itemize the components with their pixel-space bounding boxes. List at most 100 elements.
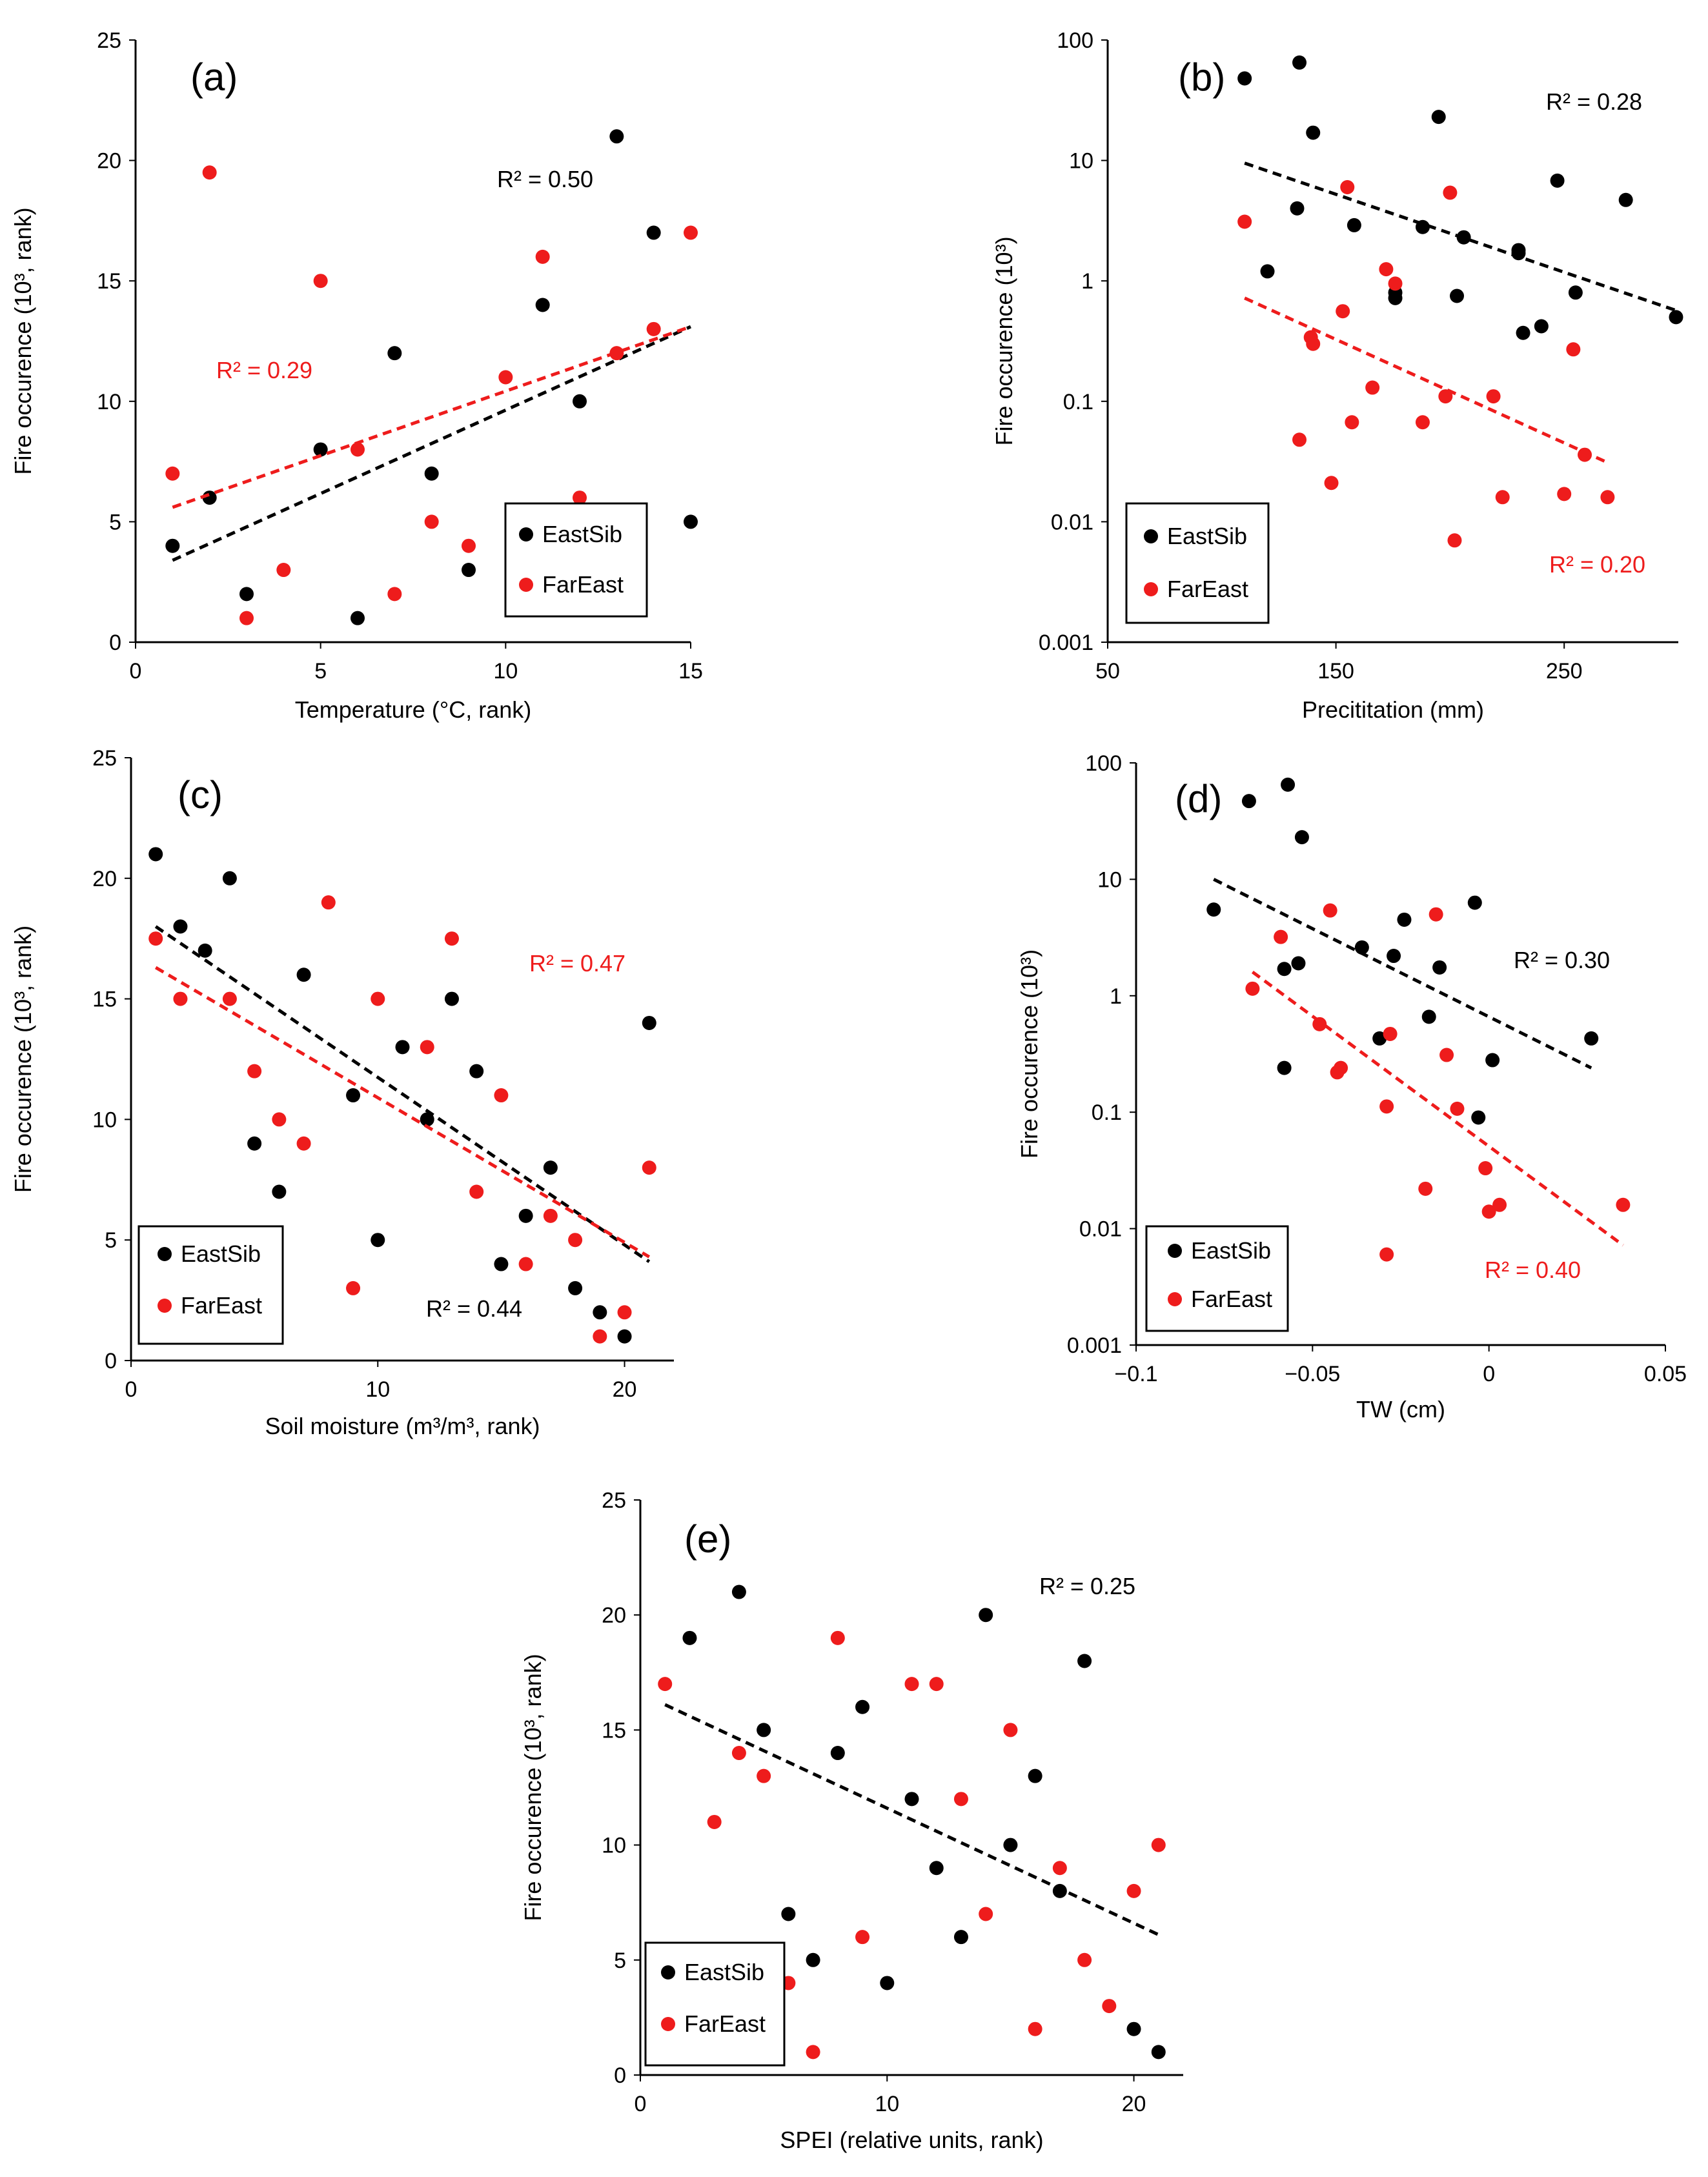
legend-box bbox=[644, 1941, 786, 2067]
trend-line-fareast bbox=[172, 325, 691, 509]
legend-label-fareast: FarEast bbox=[1167, 576, 1248, 602]
x-tick-label: −0.05 bbox=[1285, 1362, 1340, 1386]
data-point-fareast bbox=[953, 1792, 968, 1807]
data-point-eastsib bbox=[1306, 125, 1321, 140]
x-tick-label: 10 bbox=[875, 2092, 899, 2116]
y-axis-title: Fire occurence (10³) bbox=[991, 236, 1017, 445]
data-point-fareast bbox=[346, 1281, 361, 1295]
x-tick-label: 0.05 bbox=[1644, 1362, 1687, 1386]
data-point-eastsib bbox=[1281, 777, 1296, 792]
legend: EastSib FarEast bbox=[1125, 502, 1270, 624]
data-point-eastsib bbox=[1294, 830, 1309, 845]
x-tick-label: 5 bbox=[314, 659, 327, 683]
data-point-eastsib bbox=[1550, 173, 1565, 188]
legend-label-eastsib: EastSib bbox=[542, 521, 622, 547]
data-point-eastsib bbox=[424, 466, 439, 481]
x-tick-label: 20 bbox=[1122, 2092, 1146, 2116]
data-point-fareast bbox=[1077, 1952, 1092, 1967]
panel-b: 0.001 0.01 0.1 1 10 100 50 150 250 Precititation … bbox=[991, 28, 1683, 723]
x-axis-title: TW (cm) bbox=[1356, 1396, 1445, 1423]
data-point-fareast bbox=[296, 1136, 311, 1151]
data-point-fareast bbox=[1336, 304, 1350, 319]
data-point-fareast bbox=[1566, 342, 1581, 357]
data-point-eastsib bbox=[1237, 71, 1252, 86]
legend-box bbox=[1125, 502, 1270, 624]
y-tick-label: 5 bbox=[105, 1228, 117, 1253]
data-point-fareast bbox=[1616, 1197, 1631, 1212]
data-point-fareast bbox=[1428, 907, 1443, 922]
data-point-fareast bbox=[855, 1930, 870, 1945]
data-point-fareast bbox=[593, 1329, 607, 1344]
data-point-fareast bbox=[1292, 432, 1307, 447]
data-point-fareast bbox=[1383, 1026, 1398, 1041]
series-fareast: R² = 0.47 bbox=[148, 895, 656, 1344]
data-point-fareast bbox=[929, 1677, 944, 1692]
r2-label-fareast: R² = 0.40 bbox=[1485, 1257, 1581, 1283]
y-tick-label: 0.1 bbox=[1092, 1100, 1122, 1125]
y-tick-label: 25 bbox=[97, 28, 121, 53]
data-point-eastsib bbox=[1206, 902, 1221, 917]
legend-marker-fareast bbox=[661, 2017, 675, 2031]
data-point-eastsib bbox=[239, 587, 254, 602]
legend: EastSib FarEast bbox=[1145, 1225, 1289, 1332]
data-point-fareast bbox=[646, 321, 661, 336]
data-point-eastsib bbox=[387, 346, 402, 361]
data-point-fareast bbox=[617, 1305, 632, 1320]
legend-label-fareast: FarEast bbox=[542, 571, 624, 598]
data-point-fareast bbox=[444, 931, 459, 946]
data-point-eastsib bbox=[173, 919, 188, 934]
data-point-fareast bbox=[1126, 1883, 1141, 1898]
data-point-fareast bbox=[1438, 389, 1453, 404]
data-point-eastsib bbox=[682, 1630, 697, 1645]
data-point-eastsib bbox=[609, 129, 624, 144]
y-tick-label: 10 bbox=[1097, 867, 1122, 892]
data-point-fareast bbox=[1450, 1101, 1465, 1116]
legend-marker-eastsib bbox=[661, 1965, 675, 1980]
data-point-fareast bbox=[498, 370, 513, 385]
x-tick-label: 15 bbox=[678, 659, 703, 683]
r2-label-fareast: R² = 0.29 bbox=[216, 357, 312, 383]
data-point-eastsib bbox=[420, 1112, 434, 1127]
data-point-fareast bbox=[573, 491, 587, 505]
data-point-eastsib bbox=[1260, 264, 1275, 279]
data-point-fareast bbox=[1578, 447, 1592, 462]
data-point-eastsib bbox=[1456, 230, 1471, 245]
data-point-eastsib bbox=[351, 611, 365, 625]
r2-label-eastsib: R² = 0.30 bbox=[1514, 947, 1610, 973]
data-point-eastsib bbox=[1290, 201, 1305, 216]
data-point-eastsib bbox=[1471, 1110, 1486, 1125]
data-point-eastsib bbox=[346, 1088, 361, 1103]
data-point-eastsib bbox=[1028, 1768, 1042, 1783]
data-point-eastsib bbox=[1347, 218, 1361, 232]
legend: EastSib FarEast bbox=[504, 502, 648, 618]
y-tick-label: 15 bbox=[92, 987, 117, 1012]
legend-box bbox=[504, 502, 648, 618]
legend: EastSib FarEast bbox=[137, 1225, 284, 1345]
legend-label-eastsib: EastSib bbox=[1167, 523, 1247, 549]
data-point-fareast bbox=[1600, 490, 1615, 505]
legend-label-fareast: FarEast bbox=[181, 1292, 262, 1319]
data-point-eastsib bbox=[855, 1699, 870, 1714]
data-point-fareast bbox=[1478, 1161, 1493, 1176]
trend-line-fareast bbox=[154, 966, 651, 1259]
r2-label-fareast: R² = 0.47 bbox=[529, 950, 625, 977]
y-axis-title: Fire occurence (10³) bbox=[1016, 949, 1042, 1159]
y-tick-label: 10 bbox=[92, 1108, 117, 1132]
data-point-eastsib bbox=[494, 1257, 509, 1271]
data-point-fareast bbox=[494, 1088, 509, 1103]
data-point-eastsib bbox=[462, 563, 476, 578]
data-point-fareast bbox=[658, 1677, 673, 1692]
data-point-fareast bbox=[543, 1208, 558, 1223]
data-point-fareast bbox=[1340, 179, 1355, 194]
r2-label-eastsib: R² = 0.44 bbox=[426, 1295, 522, 1322]
data-point-eastsib bbox=[1485, 1053, 1500, 1068]
legend-label-eastsib: EastSib bbox=[684, 1959, 764, 1985]
x-axis-title: SPEI (relative units, rank) bbox=[780, 2127, 1043, 2153]
y-tick-label: 0.001 bbox=[1067, 1333, 1122, 1358]
data-point-eastsib bbox=[1291, 956, 1306, 971]
panel-label: (c) bbox=[178, 773, 223, 816]
y-tick-label: 0 bbox=[614, 2063, 626, 2088]
r2-label-eastsib: R² = 0.25 bbox=[1039, 1573, 1135, 1599]
y-axis-title: Fire occurence (10³, rank) bbox=[10, 207, 36, 474]
x-axis-title: Precititation (mm) bbox=[1302, 696, 1484, 723]
